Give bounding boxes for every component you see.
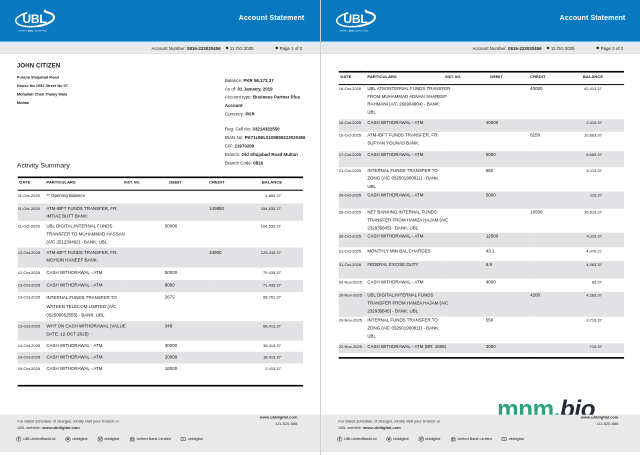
- svg-text:UBL: UBL: [343, 12, 367, 26]
- svg-text:where you come first: where you come first: [19, 28, 48, 32]
- svg-text:UBL: UBL: [22, 12, 46, 26]
- svg-text:where you come first: where you come first: [340, 28, 369, 32]
